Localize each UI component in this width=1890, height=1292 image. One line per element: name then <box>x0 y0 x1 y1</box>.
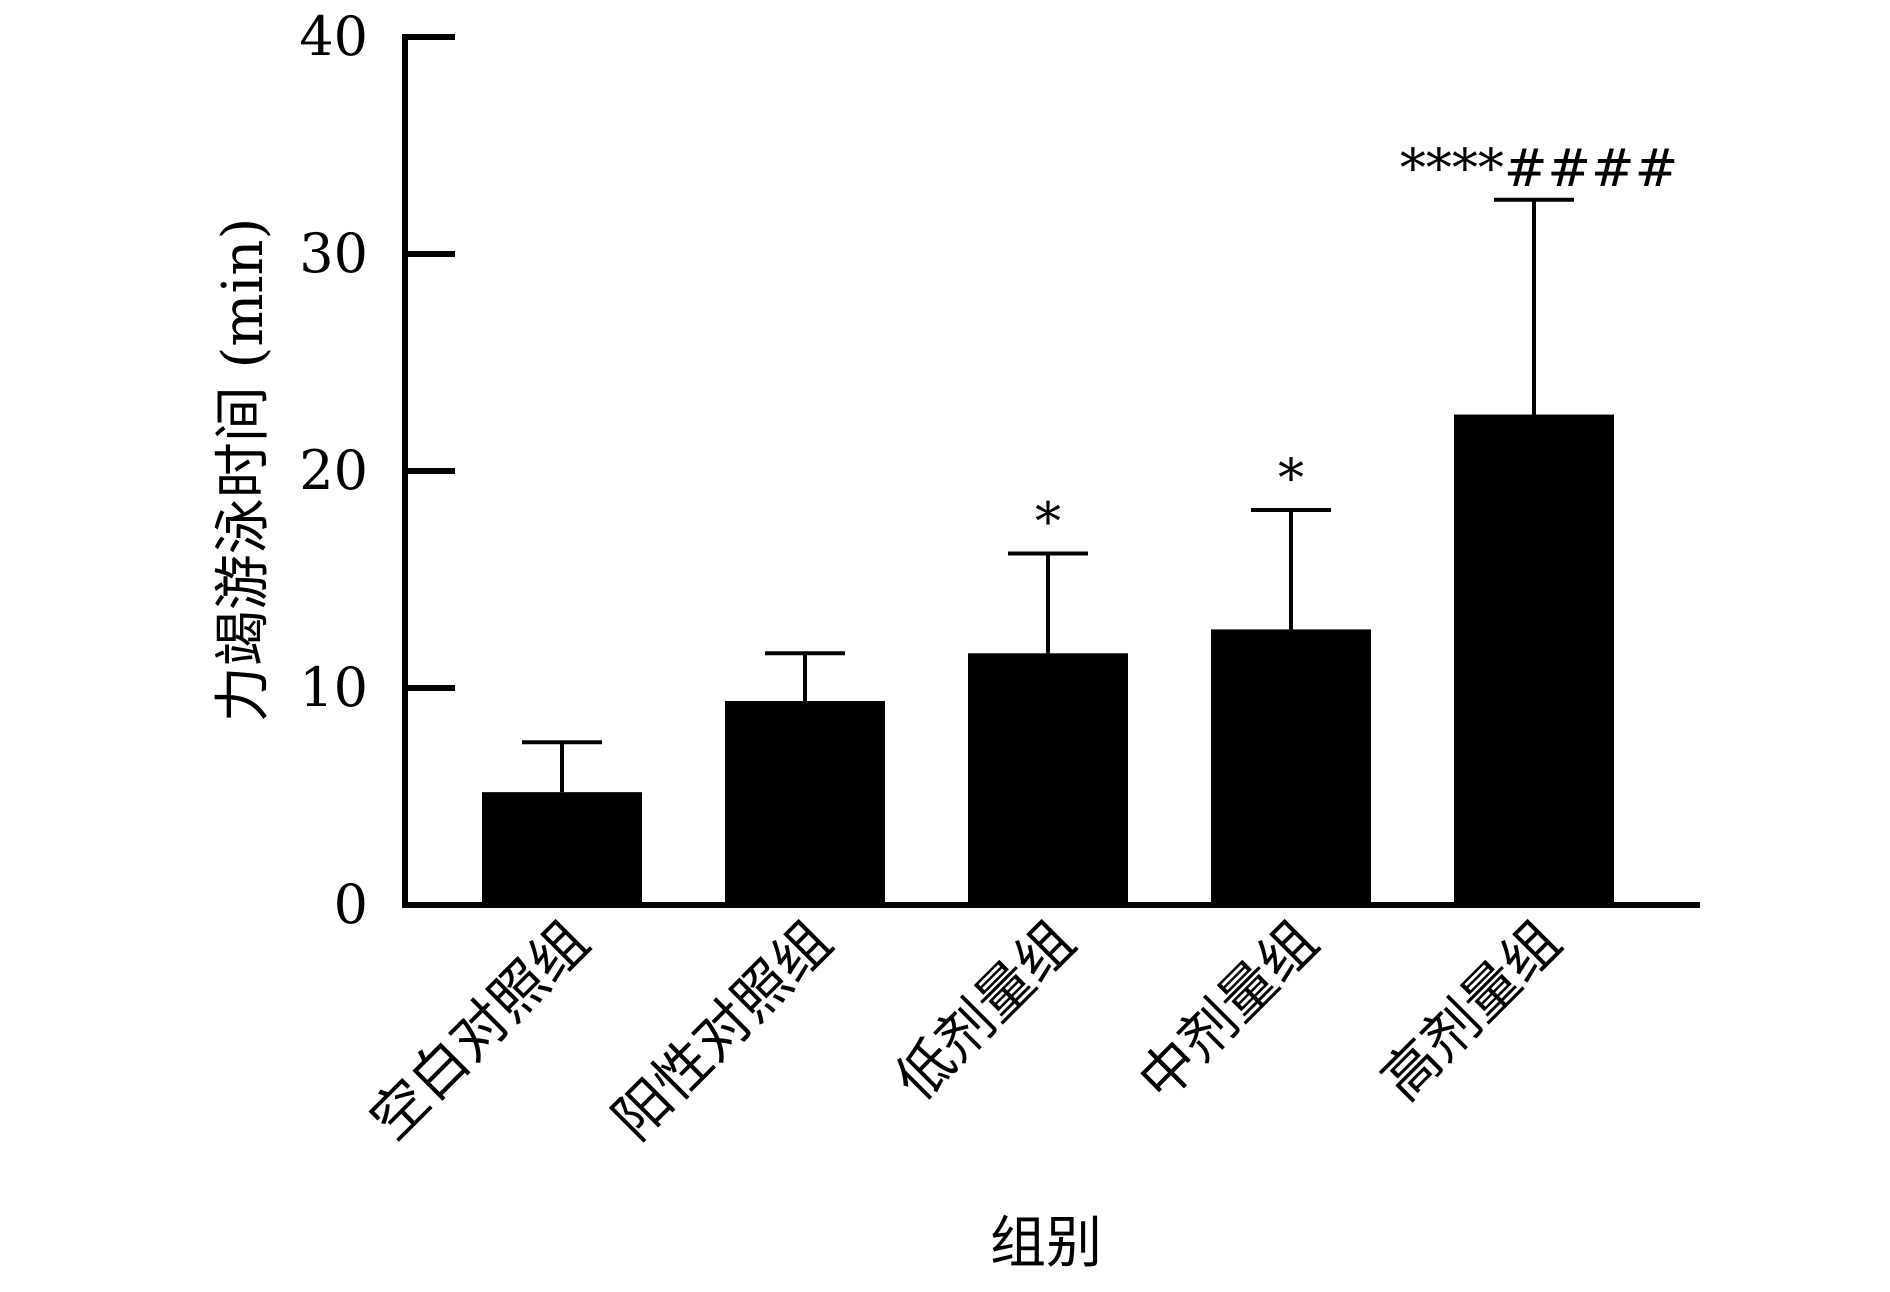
y-axis-title: 力竭游泳时间 (min) <box>211 218 276 723</box>
significance-label-4: * <box>1278 449 1304 509</box>
category-label-3: 低剂量组 <box>884 909 1088 1113</box>
y-tick-label-30: 30 <box>299 222 368 285</box>
bar-1 <box>482 792 642 905</box>
category-label-5: 高剂量组 <box>1370 909 1574 1113</box>
category-label-2: 阳性对照组 <box>601 909 845 1153</box>
y-tick-label-0: 0 <box>334 873 368 936</box>
category-label-4: 中剂量组 <box>1127 909 1331 1113</box>
x-axis-title: 组别 <box>990 1211 1102 1276</box>
error-bar-2 <box>765 651 845 702</box>
y-tick-label-10: 10 <box>299 656 368 719</box>
bar-5 <box>1454 414 1614 905</box>
y-tick-label-40: 40 <box>299 5 368 68</box>
bar-4 <box>1211 629 1371 905</box>
error-bar-4 <box>1251 508 1331 630</box>
bar-3 <box>968 653 1128 905</box>
significance-label-5: ****#### <box>1400 139 1678 199</box>
error-bar-3 <box>1008 551 1088 654</box>
significance-label-3: * <box>1035 492 1061 552</box>
y-tick-label-20: 20 <box>299 439 368 502</box>
category-label-1: 空白对照组 <box>358 909 602 1153</box>
error-bar-5 <box>1494 197 1574 415</box>
bar-2 <box>725 701 885 905</box>
error-bar-1 <box>522 740 602 793</box>
